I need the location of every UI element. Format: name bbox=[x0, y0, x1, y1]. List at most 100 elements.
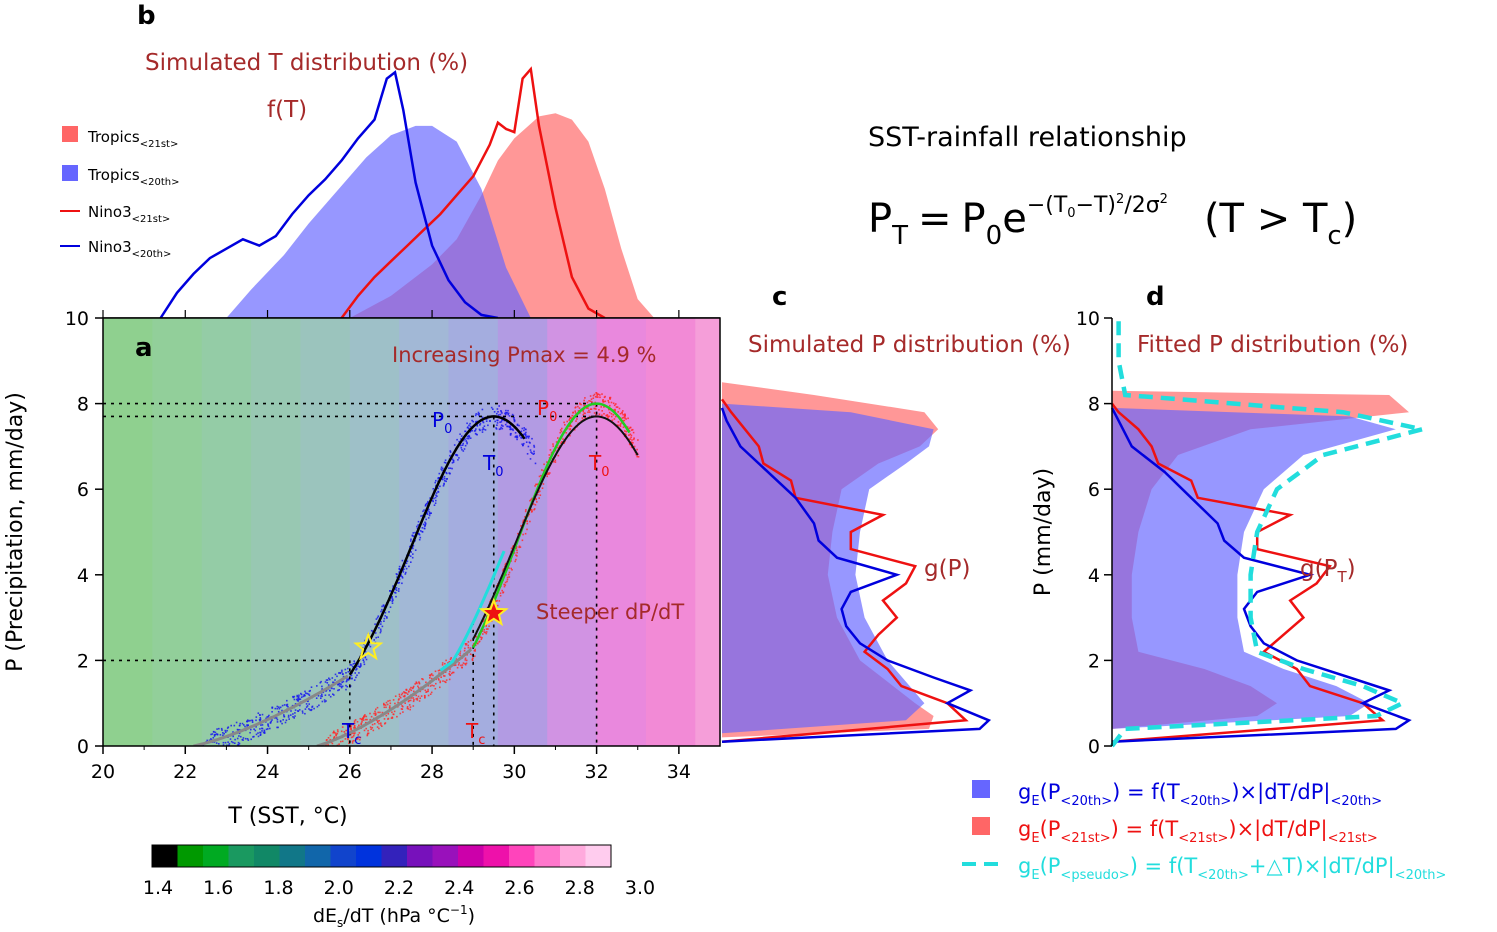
scatter-point bbox=[356, 668, 358, 670]
scatter-point bbox=[302, 695, 305, 698]
scatter-point bbox=[389, 702, 392, 705]
scatter-point bbox=[369, 718, 371, 721]
scatter-point bbox=[448, 673, 450, 675]
scatter-point bbox=[410, 540, 412, 542]
scatter-point bbox=[384, 611, 387, 614]
scatter-point bbox=[468, 434, 470, 437]
relationship-title: SST-rainfall relationship bbox=[868, 122, 1187, 153]
scatter-point bbox=[433, 504, 436, 506]
scatter-point bbox=[332, 693, 334, 695]
scatter-point bbox=[353, 660, 355, 662]
scatter-point bbox=[283, 715, 285, 718]
colorbar-segment bbox=[356, 845, 382, 867]
scatter-point bbox=[601, 410, 603, 412]
scatter-point bbox=[325, 679, 328, 681]
label-tc-20th: Tc bbox=[341, 719, 361, 748]
scatter-point bbox=[316, 685, 318, 687]
scatter-point bbox=[317, 695, 320, 697]
scatter-point bbox=[539, 490, 541, 493]
p-distribution-line bbox=[720, 398, 969, 743]
scatter-point bbox=[496, 599, 498, 602]
scatter-point bbox=[315, 697, 318, 699]
scatter-point bbox=[501, 427, 504, 430]
scatter-point bbox=[443, 482, 445, 485]
scatter-point bbox=[561, 427, 563, 430]
scatter-point bbox=[448, 467, 450, 469]
scatter-point bbox=[439, 669, 441, 672]
scatter-point bbox=[306, 705, 309, 707]
scatter-point bbox=[290, 714, 292, 716]
scatter-point bbox=[449, 668, 451, 670]
scatter-point bbox=[299, 704, 301, 707]
scatter-point bbox=[351, 736, 354, 738]
scatter-point bbox=[530, 508, 533, 511]
scatter-point bbox=[506, 421, 508, 424]
scatter-point bbox=[282, 719, 284, 721]
scatter-point bbox=[238, 729, 241, 731]
scatter-point bbox=[500, 424, 503, 426]
scatter-point bbox=[509, 434, 512, 436]
scatter-point bbox=[560, 442, 562, 444]
scatter-point bbox=[384, 722, 387, 724]
scatter-point bbox=[531, 510, 533, 512]
scatter-point bbox=[433, 685, 435, 687]
scatter-point bbox=[325, 700, 327, 702]
scatter-point bbox=[269, 727, 271, 730]
scatter-point bbox=[420, 515, 422, 517]
scatter-point bbox=[501, 419, 503, 421]
scatter-point bbox=[467, 641, 470, 643]
scatter-point bbox=[460, 664, 462, 667]
scatter-point bbox=[443, 475, 446, 478]
scatter-point bbox=[337, 689, 339, 692]
scatter-point bbox=[461, 444, 464, 446]
scatter-point bbox=[354, 662, 356, 665]
scatter-point bbox=[211, 733, 214, 735]
scatter-point bbox=[281, 722, 283, 725]
scatter-point bbox=[356, 721, 359, 723]
scatter-point bbox=[296, 695, 298, 698]
scatter-point bbox=[421, 678, 423, 680]
scatter-point bbox=[588, 400, 590, 402]
scatter-point bbox=[377, 636, 379, 638]
scatter-point bbox=[409, 699, 412, 702]
scatter-point bbox=[578, 407, 581, 409]
scatter-point bbox=[557, 454, 560, 457]
scatter-point bbox=[513, 419, 516, 421]
scatter-point bbox=[429, 675, 432, 677]
scatter-point bbox=[333, 688, 335, 690]
scatter-point bbox=[448, 678, 451, 681]
scatter-point bbox=[637, 439, 639, 441]
scatter-point bbox=[213, 734, 216, 736]
scatter-point bbox=[429, 512, 432, 514]
scatter-point bbox=[451, 462, 454, 464]
scatter-point bbox=[278, 707, 281, 710]
colorbar-segment bbox=[483, 845, 510, 867]
colorbar-segment bbox=[458, 845, 484, 867]
scatter-point bbox=[586, 401, 589, 404]
scatter-point bbox=[412, 700, 415, 703]
scatter-point bbox=[250, 728, 252, 731]
scatter-point bbox=[392, 713, 395, 716]
legend-d: gE(P<20th>) = f(T<20th>)×|dT/dP|<20th> g… bbox=[962, 780, 1446, 883]
scatter-point bbox=[394, 695, 397, 697]
scatter-point bbox=[293, 717, 295, 719]
scatter-point bbox=[482, 421, 485, 424]
scatter-point bbox=[344, 738, 347, 740]
scatter-point bbox=[232, 741, 234, 744]
scatter-point bbox=[472, 657, 474, 659]
scatter-point bbox=[504, 562, 507, 565]
scatter-point bbox=[425, 518, 427, 521]
scatter-point bbox=[465, 662, 468, 665]
scatter-point bbox=[607, 399, 609, 402]
scatter-point bbox=[216, 733, 219, 736]
scatter-point bbox=[502, 591, 504, 594]
scatter-point bbox=[409, 708, 411, 711]
scatter-point bbox=[512, 428, 514, 430]
scatter-point bbox=[464, 430, 467, 433]
scatter-point bbox=[445, 681, 447, 684]
scatter-point bbox=[383, 706, 386, 709]
scatter-point bbox=[414, 683, 416, 685]
scatter-point bbox=[244, 725, 246, 728]
scatter-point bbox=[632, 442, 634, 444]
scatter-point bbox=[359, 665, 361, 668]
